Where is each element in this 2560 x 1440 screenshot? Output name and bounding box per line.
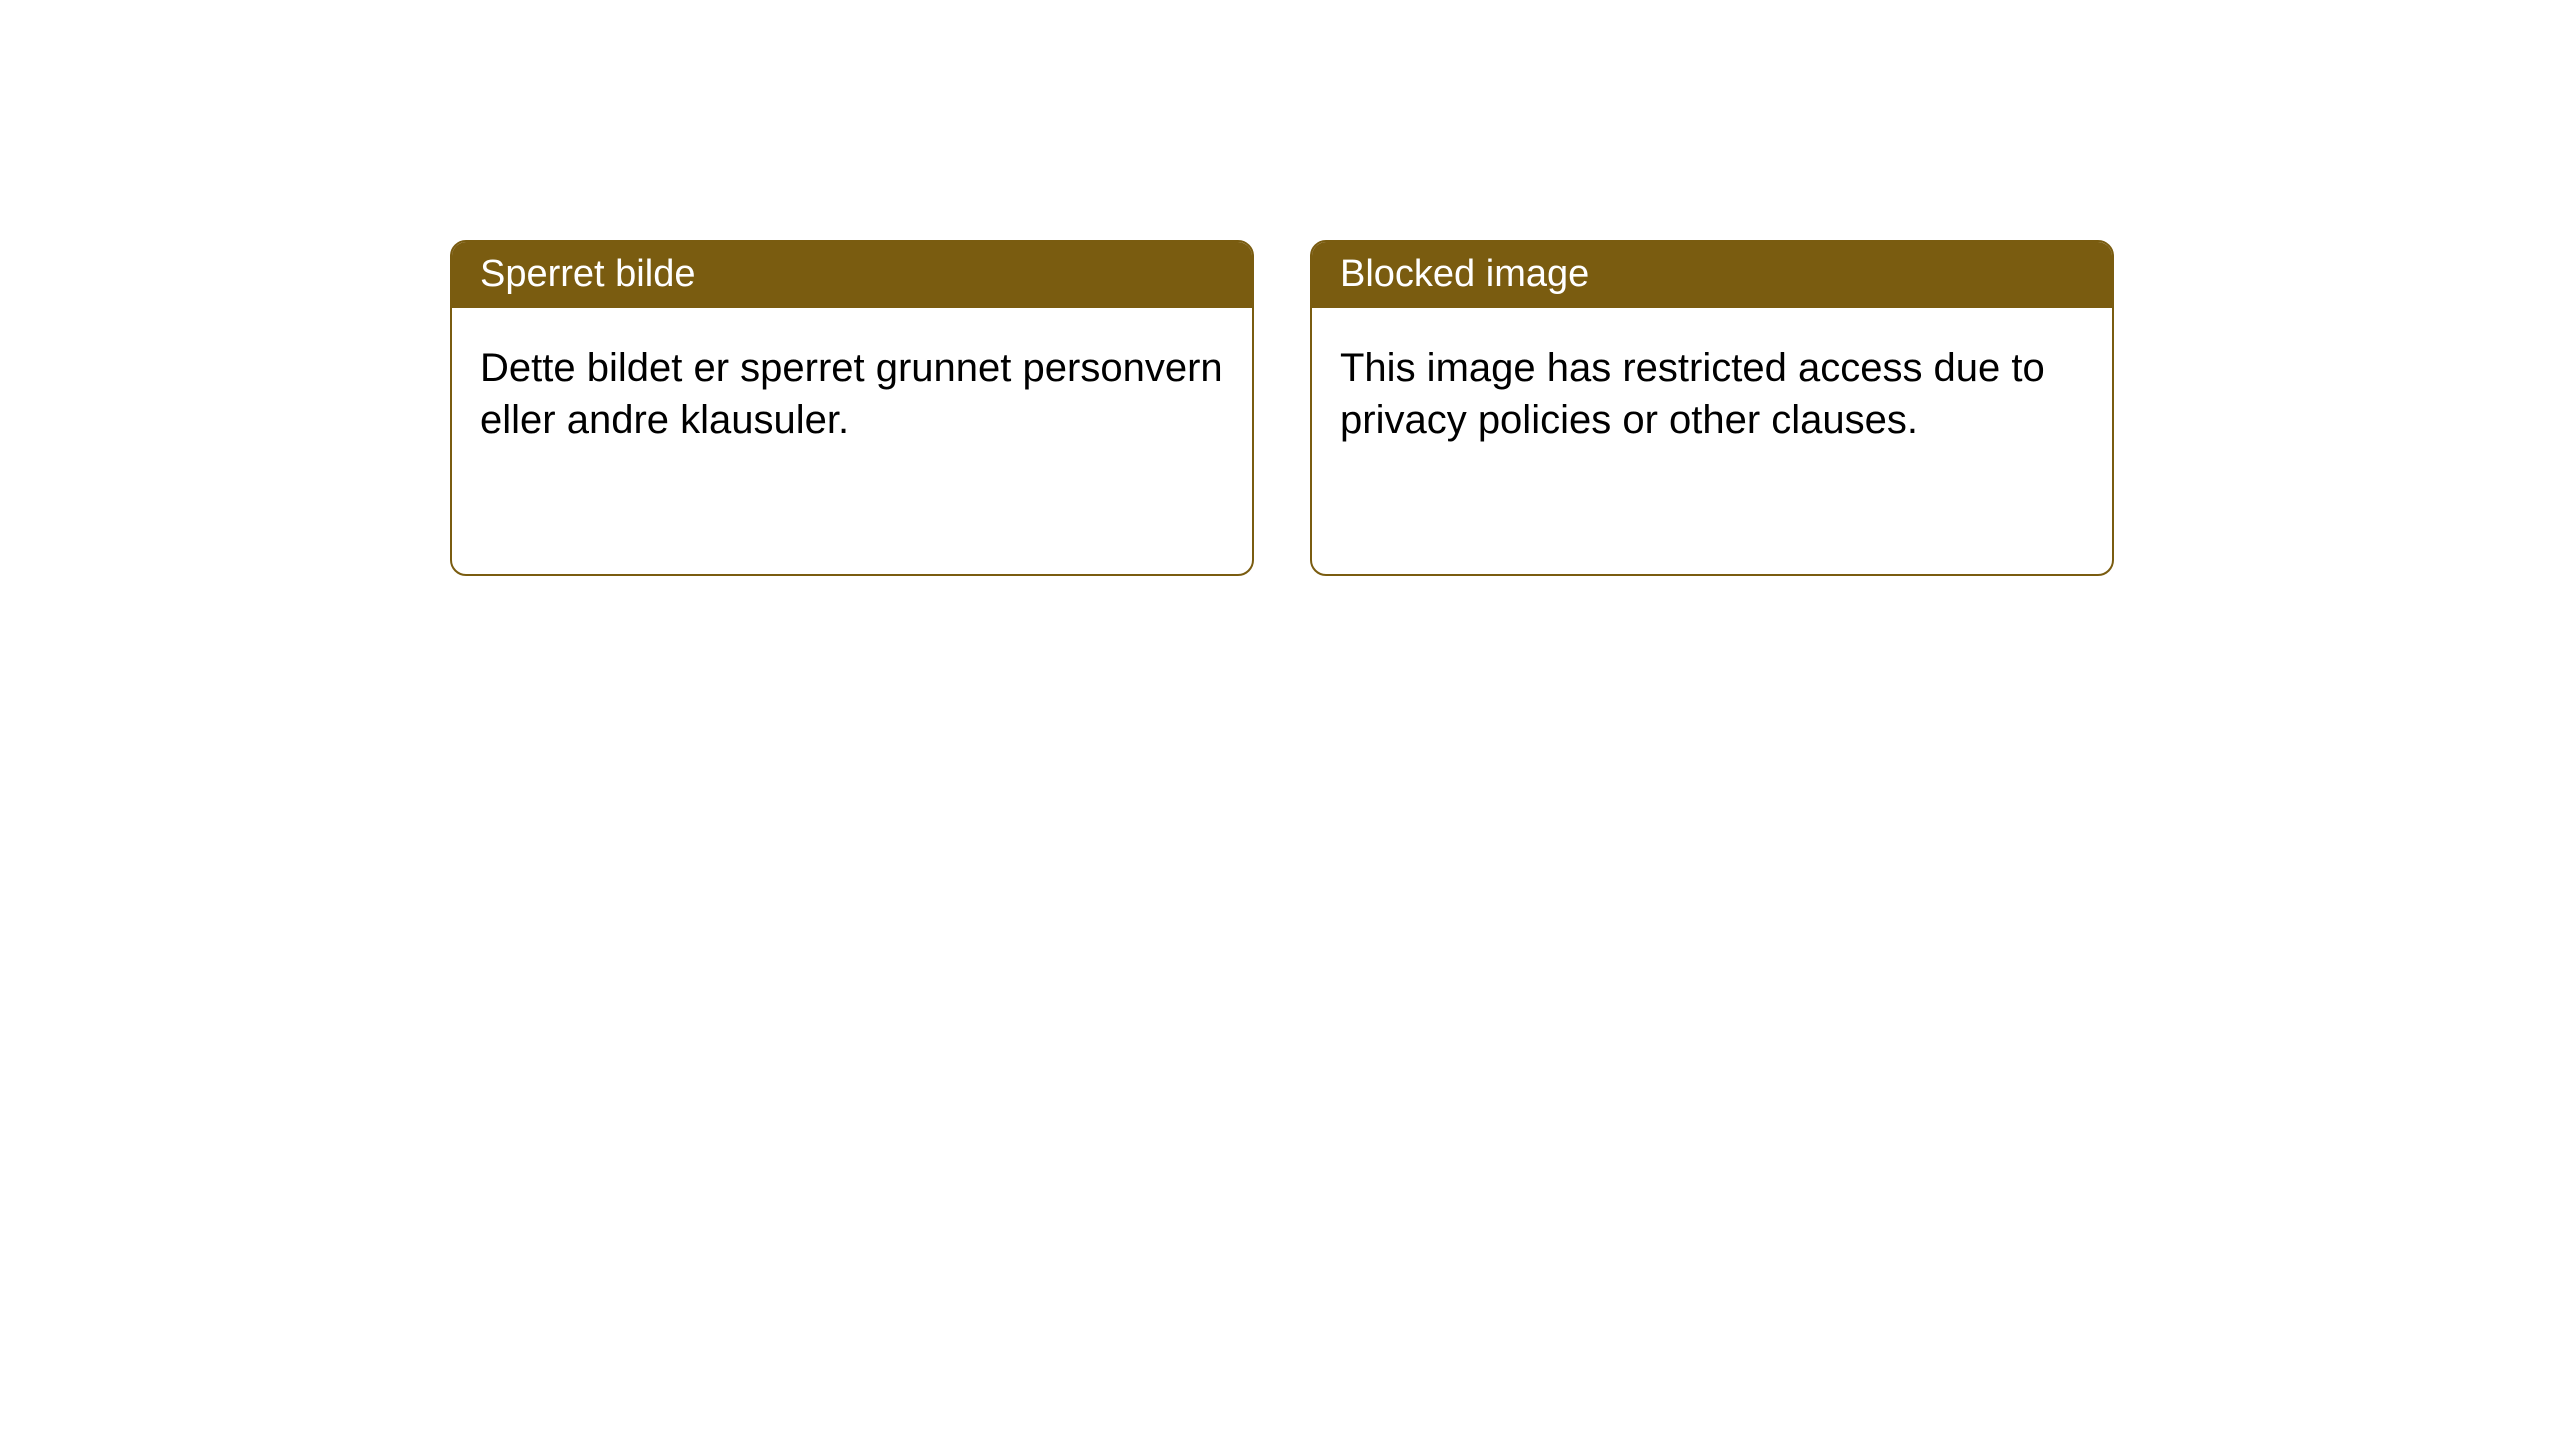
notice-container: Sperret bilde Dette bildet er sperret gr… [0, 0, 2560, 576]
card-message: This image has restricted access due to … [1340, 346, 2045, 442]
card-body: Dette bildet er sperret grunnet personve… [452, 308, 1252, 480]
card-header: Blocked image [1312, 242, 2112, 308]
card-header: Sperret bilde [452, 242, 1252, 308]
card-body: This image has restricted access due to … [1312, 308, 2112, 480]
notice-card-english: Blocked image This image has restricted … [1310, 240, 2114, 576]
card-title: Blocked image [1340, 253, 1589, 295]
card-message: Dette bildet er sperret grunnet personve… [480, 346, 1223, 442]
card-title: Sperret bilde [480, 253, 695, 295]
notice-card-norwegian: Sperret bilde Dette bildet er sperret gr… [450, 240, 1254, 576]
